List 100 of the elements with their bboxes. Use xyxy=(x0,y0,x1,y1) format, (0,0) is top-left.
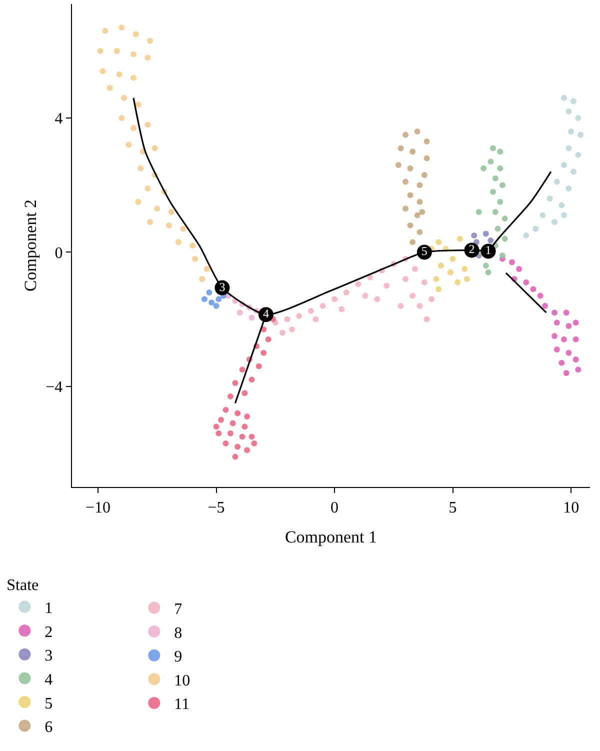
point xyxy=(464,276,470,282)
point xyxy=(410,292,416,299)
x-axis-title: Component 1 xyxy=(284,528,378,547)
legend-label: 3 xyxy=(44,648,53,665)
point xyxy=(554,320,560,326)
point xyxy=(100,68,106,74)
point xyxy=(260,350,267,356)
x-tick-label: −10 xyxy=(86,499,111,516)
point xyxy=(560,212,567,218)
point xyxy=(471,232,478,238)
point xyxy=(106,84,113,91)
point xyxy=(147,38,154,44)
point xyxy=(566,323,572,329)
point xyxy=(216,296,222,302)
point xyxy=(494,226,501,232)
point xyxy=(135,102,142,108)
point xyxy=(138,165,144,172)
point xyxy=(450,256,456,262)
point xyxy=(424,138,430,145)
annotation: 5 xyxy=(421,244,428,258)
point xyxy=(554,346,560,352)
point xyxy=(126,142,132,148)
point xyxy=(566,145,572,152)
point xyxy=(402,206,409,212)
point xyxy=(476,208,482,215)
x-tick-label: 5 xyxy=(448,499,457,516)
point xyxy=(436,239,442,246)
point xyxy=(424,316,430,322)
point xyxy=(454,279,461,286)
point xyxy=(407,192,414,198)
point xyxy=(554,178,560,185)
point xyxy=(251,440,258,446)
point xyxy=(227,430,234,436)
point xyxy=(168,208,174,215)
point xyxy=(116,71,122,78)
point xyxy=(499,182,506,188)
point xyxy=(395,162,402,168)
point xyxy=(97,48,104,54)
point xyxy=(248,434,255,440)
x-tick-label: 10 xyxy=(563,499,580,516)
point xyxy=(492,208,498,215)
point xyxy=(130,74,136,81)
point xyxy=(234,444,241,450)
point xyxy=(490,188,496,195)
point xyxy=(558,360,565,366)
point xyxy=(398,145,404,152)
point xyxy=(288,326,295,332)
point xyxy=(490,145,496,152)
point xyxy=(419,208,426,215)
y-tick-label: 4 xyxy=(54,110,63,128)
annotation: 3 xyxy=(219,280,226,294)
point xyxy=(248,314,255,321)
point xyxy=(118,24,125,30)
point xyxy=(410,148,416,155)
point xyxy=(284,316,290,322)
legend-label: 6 xyxy=(44,719,53,736)
point xyxy=(482,230,489,237)
point xyxy=(343,289,350,296)
point xyxy=(560,336,567,342)
point xyxy=(575,115,582,122)
point xyxy=(485,269,492,276)
point xyxy=(402,178,409,185)
point xyxy=(218,416,224,423)
point xyxy=(118,115,125,122)
annotation: 4 xyxy=(262,306,269,321)
point xyxy=(248,376,255,383)
point xyxy=(208,300,215,306)
point xyxy=(190,242,196,248)
point xyxy=(206,289,212,296)
point xyxy=(312,316,319,322)
point xyxy=(447,269,454,276)
point xyxy=(428,296,435,302)
point xyxy=(242,390,248,396)
point xyxy=(502,236,508,242)
annotation: 2 xyxy=(468,242,475,256)
point xyxy=(244,414,250,420)
point xyxy=(575,366,582,373)
point xyxy=(230,420,236,426)
point xyxy=(516,266,522,272)
legend-label: 2 xyxy=(44,624,53,641)
point xyxy=(488,237,494,244)
point xyxy=(242,424,248,430)
point xyxy=(135,198,142,205)
point xyxy=(222,440,229,446)
point xyxy=(492,175,498,182)
point xyxy=(374,296,380,302)
point xyxy=(296,312,302,319)
point xyxy=(213,424,220,430)
point xyxy=(192,256,198,262)
point xyxy=(410,239,416,246)
point xyxy=(199,276,206,282)
point xyxy=(332,296,338,302)
point xyxy=(407,165,414,172)
point xyxy=(412,266,418,272)
legend-title: State xyxy=(6,576,39,594)
point xyxy=(147,219,154,226)
point xyxy=(232,454,238,460)
point xyxy=(566,350,572,356)
point xyxy=(355,281,362,288)
point xyxy=(144,54,151,61)
